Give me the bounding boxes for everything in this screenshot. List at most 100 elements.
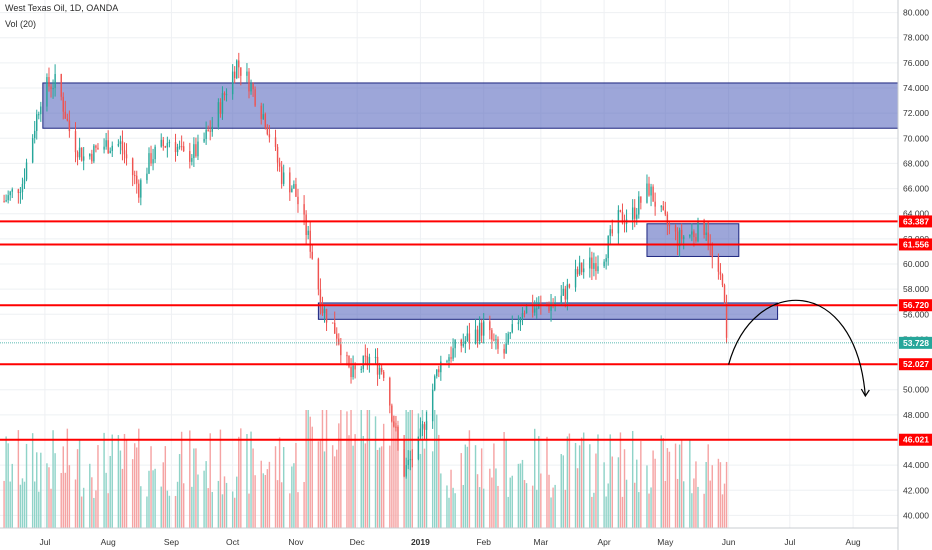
candle-body (382, 371, 385, 378)
candle-body (140, 180, 142, 198)
y-tick-label: 56.000 (903, 309, 929, 319)
candle-body (176, 146, 179, 153)
volume-bar (511, 475, 513, 528)
candle-body (562, 288, 565, 296)
volume-bar (425, 410, 428, 528)
volume-bar (662, 438, 665, 528)
projection-arrowhead (860, 388, 870, 398)
volume-bar (150, 446, 152, 528)
volume-bar (680, 439, 683, 528)
candle-body (462, 343, 465, 346)
candle-body (389, 377, 391, 406)
volume-bar (246, 434, 248, 528)
volume-bar (607, 483, 609, 528)
volume-bar (78, 439, 81, 528)
candle-body (589, 257, 591, 269)
candle-body (603, 261, 605, 267)
y-tick-label: 48.000 (903, 410, 929, 420)
volume-bar (291, 466, 293, 528)
candle-body (5, 200, 7, 202)
zone-rectangle (42, 82, 899, 129)
candle-body (666, 214, 669, 226)
y-tick-label: 60.000 (903, 259, 929, 269)
volume-bar (589, 444, 591, 528)
candle-body (640, 196, 642, 203)
volume-bar (280, 482, 283, 528)
volume-bar (433, 410, 436, 528)
candle-body (482, 321, 485, 336)
candle-body (111, 145, 113, 151)
candle-body (152, 159, 154, 164)
candle-body (150, 153, 152, 164)
volume-bar (162, 462, 164, 528)
volume-bar (31, 433, 34, 528)
candle-body (652, 186, 654, 202)
candle-body (3, 201, 5, 203)
candle-body (64, 111, 67, 119)
candle-body (109, 150, 111, 154)
candle-body (48, 77, 50, 87)
candle-body (209, 130, 211, 132)
candle-body (711, 244, 713, 258)
candle-body (466, 333, 469, 341)
candle-body (89, 153, 91, 157)
y-tick-label: 40.000 (903, 510, 929, 520)
volume-bar (207, 488, 209, 528)
candle-body (476, 329, 479, 342)
volume-bar (203, 470, 205, 528)
candle-body (431, 389, 434, 422)
candle-body (705, 232, 707, 236)
volume-bar (595, 453, 597, 528)
volume-bar (125, 439, 128, 528)
candle-body (574, 269, 577, 288)
candle-body (393, 421, 395, 427)
volume-bar (364, 443, 367, 528)
volume-bar (289, 493, 291, 528)
candle-body (619, 210, 622, 213)
volume-bar (452, 487, 454, 528)
candle-body (182, 146, 185, 152)
volume-bar (395, 422, 397, 528)
candle-body (197, 141, 199, 157)
candle-body (160, 139, 162, 147)
volume-bar (74, 479, 77, 528)
volume-bar (107, 493, 109, 528)
volume-bar (219, 429, 222, 528)
candle-body (638, 196, 640, 215)
volume-bar (619, 432, 622, 528)
volume-bar (33, 481, 36, 528)
candle-body (297, 196, 299, 205)
volume-bar (448, 497, 450, 528)
volume-bar (693, 478, 695, 528)
candle-body (276, 146, 279, 163)
candle-body (148, 153, 150, 174)
x-tick-label: 2019 (411, 537, 430, 547)
volume-bar (352, 445, 354, 528)
volume-bar (205, 461, 207, 528)
volume-bar (440, 473, 442, 528)
volume-bar (534, 428, 536, 528)
volume-bar (240, 428, 242, 528)
candle-body (578, 262, 581, 275)
candle-body (9, 191, 11, 196)
candle-body (31, 138, 34, 163)
candle-body (105, 140, 107, 147)
candle-body (376, 356, 379, 375)
volume-bar (709, 480, 711, 528)
volume-bar (238, 436, 240, 528)
volume-bar (366, 410, 369, 528)
volume-indicator-label: Vol (20) (5, 19, 37, 29)
volume-bar (580, 437, 583, 528)
volume-bar (282, 447, 285, 528)
candle-body (366, 355, 369, 364)
volume-bar (350, 410, 352, 528)
candle-body (719, 271, 722, 275)
volume-bar (103, 432, 105, 528)
volume-bar (166, 490, 169, 528)
level-price-label: 61.556 (903, 239, 929, 249)
price-tags: 63.387 61.556 56.720 52.027 46.021 53.728 (899, 215, 932, 446)
candle-body (50, 86, 52, 90)
y-tick-label: 72.000 (903, 108, 929, 118)
volume-bar (52, 430, 54, 528)
